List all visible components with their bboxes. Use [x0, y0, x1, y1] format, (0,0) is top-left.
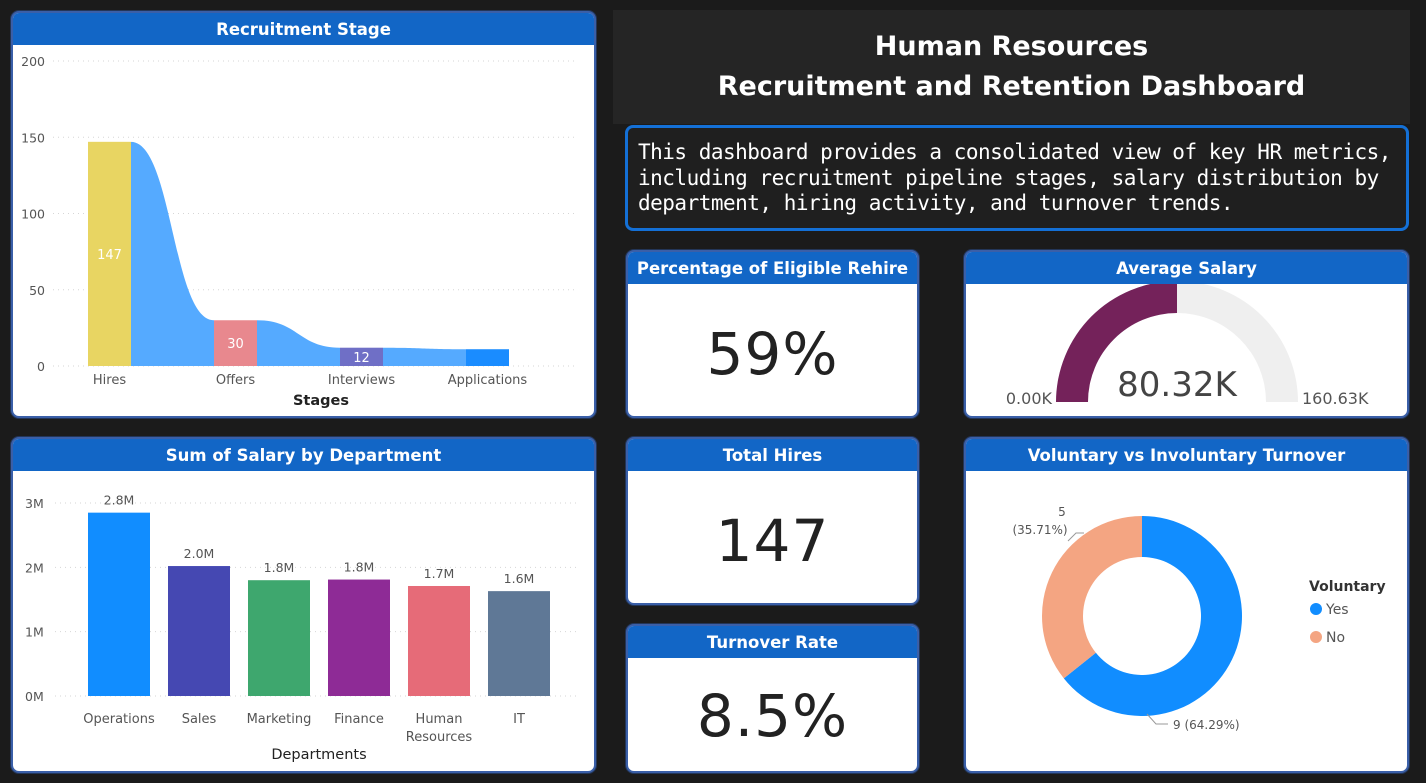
dashboard-title-line1: Human Resources	[874, 31, 1149, 62]
total-hires-card[interactable]: Total Hires 147	[626, 437, 919, 605]
x-tick-label: IT	[513, 712, 525, 727]
recruitment-stage-title: Recruitment Stage	[13, 13, 594, 45]
bar-hires	[88, 141, 131, 366]
salary-by-department-title: Sum of Salary by Department	[13, 439, 594, 471]
x-axis-label: Stages	[293, 393, 349, 409]
eligible-rehire-card[interactable]: Percentage of Eligible Rehire 59%	[626, 250, 919, 418]
bar-department	[168, 566, 230, 696]
data-label: 147	[97, 248, 122, 263]
y-tick-label: 0	[37, 359, 45, 374]
data-label-yes: 9 (64.29%)	[1173, 718, 1240, 732]
recruitment-stage-card[interactable]: Recruitment Stage 0 50 100 150 200 147 Hires 30…	[11, 11, 596, 418]
dashboard-title-line2: Recruitment and Retention Dashboard	[717, 71, 1306, 102]
y-tick-label: 3M	[25, 496, 44, 511]
dashboard-description: This dashboard provides a consolidated v…	[625, 125, 1409, 231]
x-tick-label: Interviews	[328, 373, 395, 388]
recruitment-stage-chart[interactable]: 0 50 100 150 200 147 Hires 30 Offers 12 Interviews…	[13, 45, 594, 416]
bar-department	[248, 580, 310, 696]
donut-slice-no	[1042, 516, 1142, 679]
x-axis-label: Departments	[271, 747, 366, 763]
data-label: 1.8M	[264, 560, 295, 575]
turnover-rate-title: Turnover Rate	[628, 626, 917, 658]
salary-by-department-card[interactable]: Sum of Salary by Department 0M 1M 2M 3M 2.8M…	[11, 437, 596, 773]
total-hires-title: Total Hires	[628, 439, 917, 471]
salary-by-department-chart[interactable]: 0M 1M 2M 3M 2.8M Operations 2.0M Sales 1.8M Marke…	[13, 471, 594, 771]
gauge-min-label: 0.00K	[1006, 389, 1053, 408]
data-label: 12	[353, 351, 370, 366]
bar-interviews	[340, 347, 383, 366]
y-tick-label: 1M	[25, 625, 44, 640]
y-tick-label: 200	[21, 54, 45, 69]
bar-department	[328, 579, 390, 696]
average-salary-title: Average Salary	[966, 252, 1407, 284]
y-tick-label: 2M	[25, 560, 44, 575]
bar-department	[408, 585, 470, 696]
legend-marker-no	[1310, 631, 1322, 643]
leader-line	[1067, 532, 1084, 542]
y-tick-label: 0M	[25, 689, 44, 704]
bar-applications	[466, 349, 509, 366]
x-tick-label: Applications	[448, 373, 528, 388]
eligible-rehire-value: 59%	[706, 320, 839, 388]
ribbon-connector	[383, 347, 466, 366]
gauge-fill	[1056, 281, 1178, 402]
data-label: 2.0M	[184, 546, 215, 561]
turnover-type-card[interactable]: Voluntary vs Involuntary Turnover 9 (64.…	[964, 437, 1409, 773]
data-label-no: 5	[1058, 505, 1066, 519]
average-salary-card[interactable]: Average Salary 80.32K 0.00K 160.63K	[964, 250, 1409, 418]
turnover-rate-card[interactable]: Turnover Rate 8.5%	[626, 624, 919, 773]
data-label: 1.6M	[504, 571, 535, 586]
x-tick-label: Human	[416, 712, 463, 727]
data-label: 2.8M	[104, 493, 135, 508]
ribbon-connector	[131, 141, 214, 366]
total-hires-value: 147	[715, 507, 830, 575]
x-tick-label: Hires	[93, 373, 126, 388]
data-label: 1.7M	[424, 566, 455, 581]
data-label: 1.8M	[344, 560, 375, 575]
legend-label-yes: Yes	[1325, 602, 1349, 618]
donut-slice-yes	[1063, 516, 1242, 716]
y-tick-label: 100	[21, 207, 45, 222]
data-label-no-pct: (35.71%)	[1012, 523, 1067, 537]
legend-marker-yes	[1310, 603, 1322, 615]
legend-title: Voluntary	[1309, 579, 1386, 595]
bar-department	[488, 591, 550, 696]
bar-department	[88, 512, 150, 696]
turnover-donut-chart[interactable]: 9 (64.29%) 5 (35.71%) Voluntary Yes No	[966, 471, 1407, 771]
data-label: 30	[227, 337, 244, 352]
y-tick-label: 50	[29, 283, 45, 298]
ribbon-connector	[257, 320, 340, 366]
gauge-max-label: 160.63K	[1302, 389, 1369, 408]
eligible-rehire-title: Percentage of Eligible Rehire	[628, 252, 917, 284]
x-tick-label: Resources	[406, 730, 473, 745]
x-tick-label: Marketing	[247, 712, 312, 727]
x-tick-label: Offers	[216, 373, 256, 388]
y-tick-label: 150	[21, 130, 45, 145]
x-tick-label: Finance	[334, 712, 384, 727]
dashboard-title-panel: Human Resources Recruitment and Retentio…	[613, 10, 1410, 124]
x-tick-label: Sales	[182, 712, 217, 727]
legend-label-no: No	[1326, 630, 1345, 646]
x-tick-label: Operations	[83, 712, 155, 727]
average-salary-gauge[interactable]: 80.32K 0.00K 160.63K	[966, 281, 1407, 416]
bar-offers	[214, 320, 257, 366]
leader-line	[1146, 713, 1168, 725]
turnover-type-title: Voluntary vs Involuntary Turnover	[966, 439, 1407, 471]
gauge-value: 80.32K	[1117, 365, 1238, 405]
turnover-rate-value: 8.5%	[696, 682, 849, 750]
